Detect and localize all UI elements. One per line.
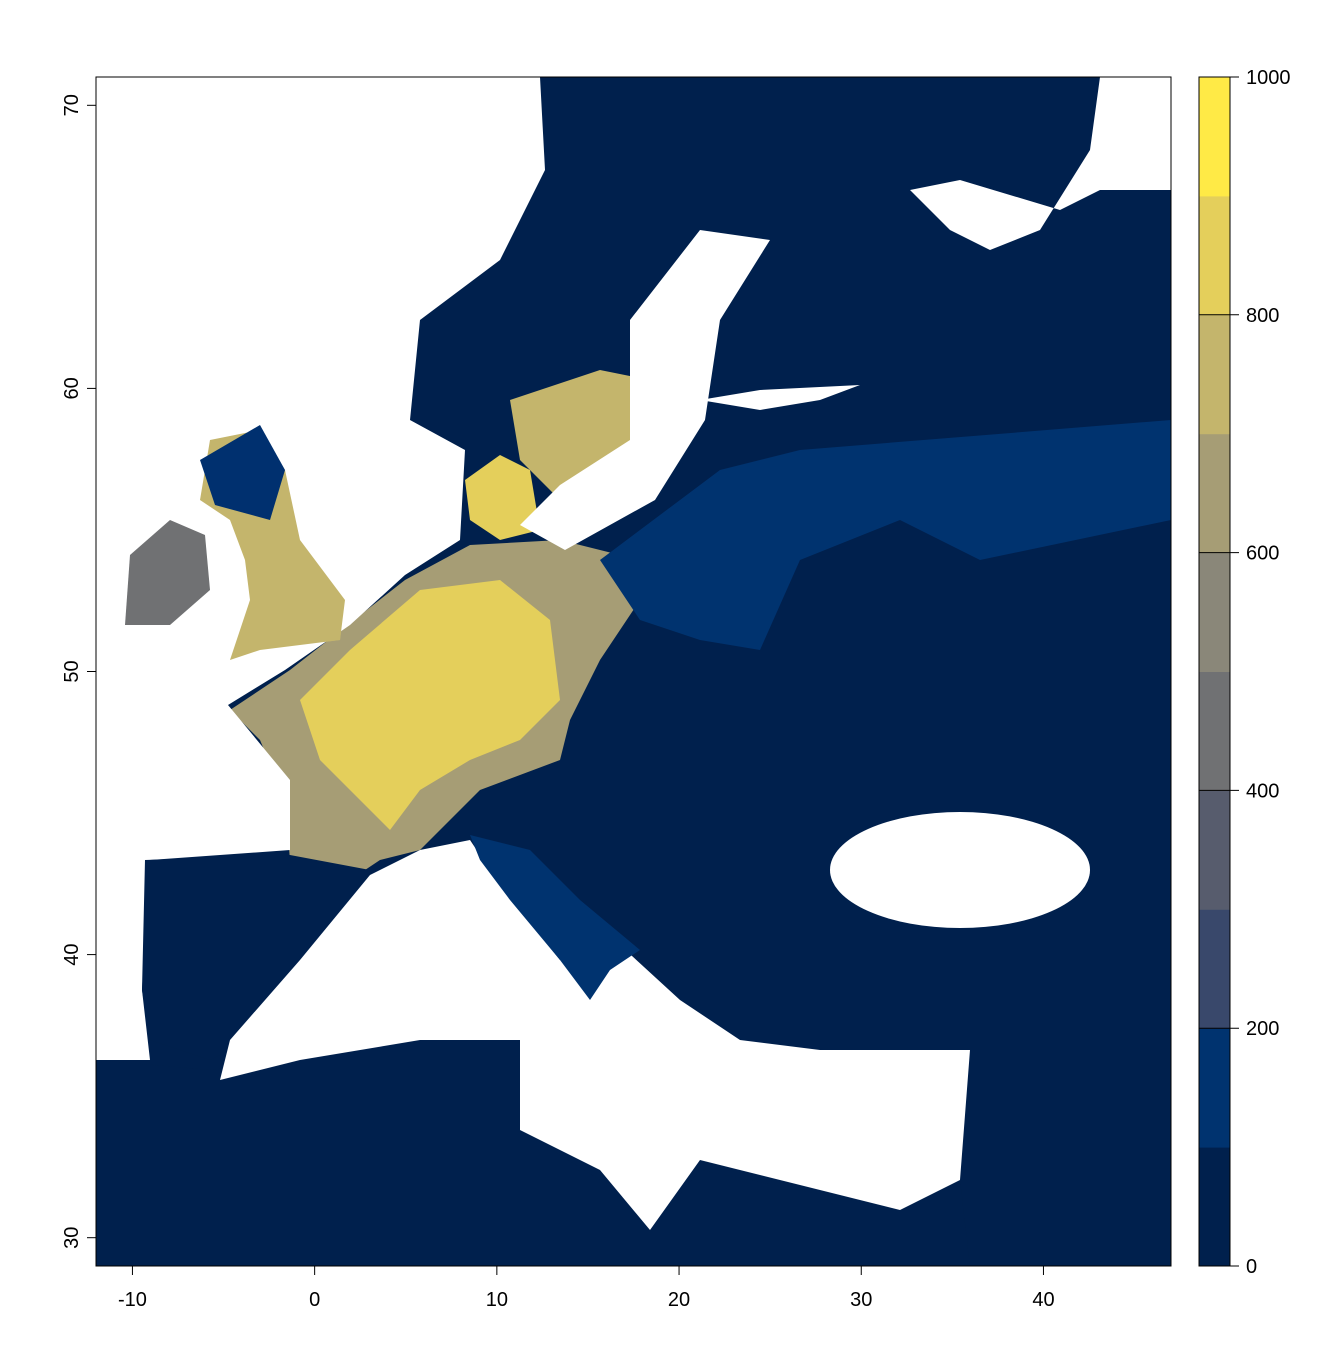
colorbar-band bbox=[1199, 314, 1230, 435]
scotland-land bbox=[200, 425, 285, 520]
black-sea bbox=[830, 812, 1090, 928]
x-tick-label: 40 bbox=[1032, 1289, 1054, 1311]
colorbar-tick-label: 200 bbox=[1246, 1018, 1279, 1040]
colorbar-band bbox=[1199, 1147, 1230, 1267]
denmark bbox=[465, 455, 540, 540]
mediterranean bbox=[220, 840, 970, 1230]
north-africa bbox=[96, 1040, 970, 1266]
baltic bbox=[520, 230, 770, 550]
colorbar-band bbox=[1199, 77, 1230, 197]
x-tick-label: 30 bbox=[850, 1289, 872, 1311]
east-tint bbox=[600, 420, 1171, 650]
gulf-of-finland bbox=[700, 385, 860, 410]
y-tick-label: 70 bbox=[61, 94, 83, 116]
central-europe-peak bbox=[300, 580, 560, 830]
colorbar-tick-label: 600 bbox=[1246, 543, 1279, 565]
colorbar-band bbox=[1199, 195, 1230, 316]
white-sea bbox=[910, 77, 1171, 250]
colorbar-tick-label: 0 bbox=[1246, 1256, 1257, 1278]
colorbar-band bbox=[1199, 909, 1230, 1029]
x-tick-label: 20 bbox=[668, 1289, 690, 1311]
colorbar-band bbox=[1199, 552, 1230, 672]
colorbar-band bbox=[1199, 433, 1230, 554]
x-tick-label: 0 bbox=[309, 1289, 320, 1311]
ireland-land bbox=[125, 520, 210, 625]
x-tick-label: 10 bbox=[486, 1289, 508, 1311]
colorbar-tick-label: 1000 bbox=[1246, 67, 1291, 89]
colorbar-band bbox=[1199, 790, 1230, 910]
y-tick-label: 40 bbox=[61, 943, 83, 965]
colorbar-tick-label: 800 bbox=[1246, 305, 1279, 327]
italy bbox=[470, 835, 640, 1000]
x-tick-label: -10 bbox=[118, 1289, 147, 1311]
y-tick-label: 60 bbox=[61, 377, 83, 399]
map bbox=[96, 77, 1171, 1266]
colorbar-band bbox=[1199, 1028, 1230, 1148]
y-tick-label: 30 bbox=[61, 1227, 83, 1249]
iberia bbox=[142, 855, 370, 1060]
colorbar-tick-label: 400 bbox=[1246, 780, 1279, 802]
y-tick-label: 50 bbox=[61, 660, 83, 682]
colorbar-band bbox=[1199, 671, 1230, 791]
